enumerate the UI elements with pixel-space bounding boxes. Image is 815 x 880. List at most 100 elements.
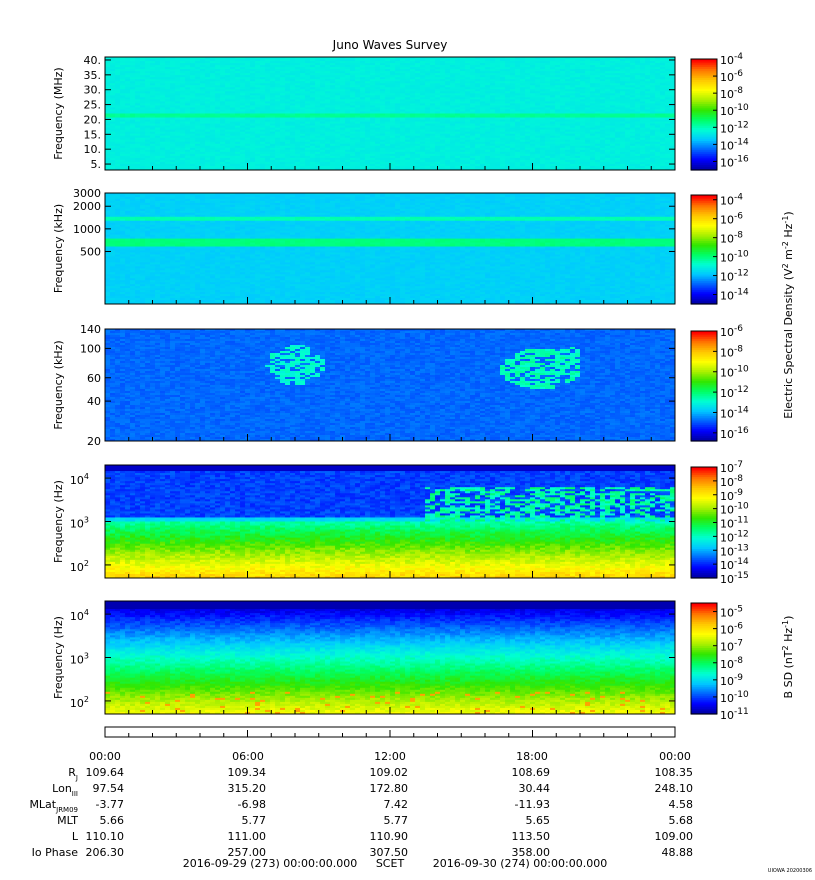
colorbar-tick-label: 10-6 <box>720 212 743 227</box>
ephemeris-value: 5.65 <box>526 814 551 827</box>
colorbar-tick-label: 10-4 <box>720 193 743 208</box>
colorbar-tick-label: 10-10 <box>720 502 749 517</box>
ephemeris-value: 109.02 <box>370 766 409 779</box>
ephemeris-value: 109.34 <box>228 766 267 779</box>
colorbar-tick-label: 10-4 <box>720 52 743 67</box>
ephemeris-value: 206.30 <box>86 846 125 859</box>
colorbar-tick-label: 10-6 <box>720 622 743 637</box>
colorbar-tick-label: 10-9 <box>720 488 743 503</box>
colorbar-lf: 10-6 10-8 10-10 10-12 10-14 10-16 <box>690 324 749 442</box>
colorbar-tick-label: 10-9 <box>720 673 743 688</box>
ephemeris-value: 172.80 <box>370 782 409 795</box>
colorbar-tick-label: 10-10 <box>720 250 749 265</box>
colorbar-tick-label: 10-7 <box>720 460 743 475</box>
colorbar-tick-label: 10-14 <box>720 288 749 303</box>
bsd-label: B SD (nT2 Hz-1) <box>781 616 795 699</box>
y-tick-label: 20 <box>87 435 101 448</box>
y-tick-label: 35. <box>84 69 102 82</box>
y-tick-label: 104 <box>70 608 89 623</box>
ephemeris-value: 5.68 <box>669 814 694 827</box>
y-axis-label: Frequency (Hz) <box>52 480 65 563</box>
spectrogram-hf-low <box>105 193 675 304</box>
spectrogram-e-field-low <box>105 465 675 578</box>
y-tick-label: 3000 <box>73 187 101 200</box>
ephemeris-value: 111.00 <box>228 830 267 843</box>
colorbar-tick-label: 10-8 <box>720 86 743 101</box>
colorbar-tick-label: 10-14 <box>720 405 749 420</box>
ephemeris-row-label: Io Phase <box>32 846 79 859</box>
colorbar-b-field: 10-5 10-6 10-7 10-8 10-9 10-10 10-11 <box>690 602 749 722</box>
colorbar-tick-label: 10-16 <box>720 154 749 169</box>
y-tick-label: 2000 <box>73 200 101 213</box>
y-tick-label: 60 <box>87 372 101 385</box>
colorbar-tick-label: 10-12 <box>720 385 749 400</box>
y-tick-label: 140 <box>80 323 101 336</box>
ephemeris-value: 109.00 <box>655 830 694 843</box>
y-tick-label: 40. <box>84 54 102 67</box>
panel-hf-high: 40. 35. 30. 25.20. 15. 10. 5. Frequency (MHz) 10… <box>52 52 749 171</box>
y-tick-label: 1000 <box>73 223 101 236</box>
ephemeris-table: 00:00 06:00 12:00 18:00 00:00 RJ 109.64 109.34 1… <box>29 726 694 870</box>
colorbar-tick-label: 10-12 <box>720 529 749 544</box>
y-axis-label: Frequency (kHz) <box>52 204 65 293</box>
time-tick-label: 12:00 <box>374 750 406 763</box>
range-start: 2016-09-29 (273) 00:00:00.000 <box>183 857 357 870</box>
panel-lf: 140 100 60 40 20 Frequency (kHz) 10-6 10-8 10-10… <box>52 323 749 448</box>
figure-title: Juno Waves Survey <box>332 38 448 52</box>
range-end: 2016-09-30 (274) 00:00:00.000 <box>433 857 607 870</box>
y-tick-label: 100 <box>80 342 101 355</box>
y-tick-label: 30. <box>84 84 102 97</box>
colorbar-tick-label: 10-12 <box>720 269 749 284</box>
processing-stamp: UIOWA 20200306 <box>768 868 812 874</box>
colorbar-tick-label: 10-12 <box>720 120 749 135</box>
spectrogram-panels: 40. 35. 30. 25.20. 15. 10. 5. Frequency (MHz) 10… <box>52 52 795 722</box>
spectrogram-lf <box>105 329 675 441</box>
colorbar-tick-label: 10-5 <box>720 605 743 620</box>
ephemeris-value: 7.42 <box>384 798 409 811</box>
ephemeris-value: 109.64 <box>86 766 125 779</box>
ephemeris-row-label: LonIII <box>52 782 78 798</box>
ephemeris-value: 48.88 <box>662 846 694 859</box>
colorbar-tick-label: 10-7 <box>720 639 743 654</box>
y-tick-label: 500 <box>80 245 101 258</box>
range-label: SCET <box>376 857 405 870</box>
colorbar-tick-label: 10-11 <box>720 516 749 531</box>
colorbar-tick-label: 10-8 <box>720 474 743 489</box>
colorbar-tick-label: 10-14 <box>720 557 749 572</box>
colorbar-hf-high: 10-4 10-6 10-8 10-10 10-12 10-14 10-16 <box>690 52 749 171</box>
colorbar-tick-label: 10-16 <box>720 426 749 441</box>
colorbar-tick-label: 10-8 <box>720 344 743 359</box>
colorbar-tick-label: 10-6 <box>720 324 743 339</box>
colorbar-tick-label: 10-15 <box>720 571 749 586</box>
ephemeris-value: 307.50 <box>370 846 409 859</box>
ephemeris-value: 5.77 <box>384 814 409 827</box>
y-axis-label: Frequency (MHz) <box>52 67 65 159</box>
colorbar-e-field-low: 10-710-810-910-1010-1110-1210-1310-1410-… <box>690 460 749 586</box>
ephemeris-value: 108.69 <box>512 766 551 779</box>
ephemeris-value: 248.10 <box>655 782 694 795</box>
ephemeris-value: 113.50 <box>512 830 551 843</box>
ephemeris-value: 4.58 <box>669 798 694 811</box>
y-tick-label: 40 <box>87 395 101 408</box>
ephemeris-value: 257.00 <box>228 846 267 859</box>
ephemeris-value: -11.93 <box>515 798 550 811</box>
y-axis-label: Frequency (Hz) <box>52 616 65 699</box>
time-tick-label: 00:00 <box>89 750 121 763</box>
ephemeris-value: 30.44 <box>519 782 551 795</box>
ephemeris-value: 358.00 <box>512 846 551 859</box>
time-tick-label: 00:00 <box>659 750 691 763</box>
ephemeris-value: 110.90 <box>370 830 409 843</box>
panel-e-field-low: 104 103 102 Frequency (Hz) 10-710-810-910-10… <box>52 460 749 586</box>
ephemeris-value: 315.20 <box>228 782 267 795</box>
colorbar-hf-low: 10-4 10-6 10-8 10-10 10-12 10-14 <box>690 193 749 305</box>
colorbar-tick-label: 10-8 <box>720 231 743 246</box>
y-tick-label: 15. <box>84 128 102 141</box>
colorbar-tick-label: 10-14 <box>720 137 749 152</box>
electric-density-label: Electric Spectral Density (V2 m-2 Hz-1) <box>781 211 795 418</box>
ephemeris-value: 5.66 <box>100 814 125 827</box>
y-tick-label: 25. <box>84 99 102 112</box>
colorbar-tick-label: 10-13 <box>720 543 749 558</box>
